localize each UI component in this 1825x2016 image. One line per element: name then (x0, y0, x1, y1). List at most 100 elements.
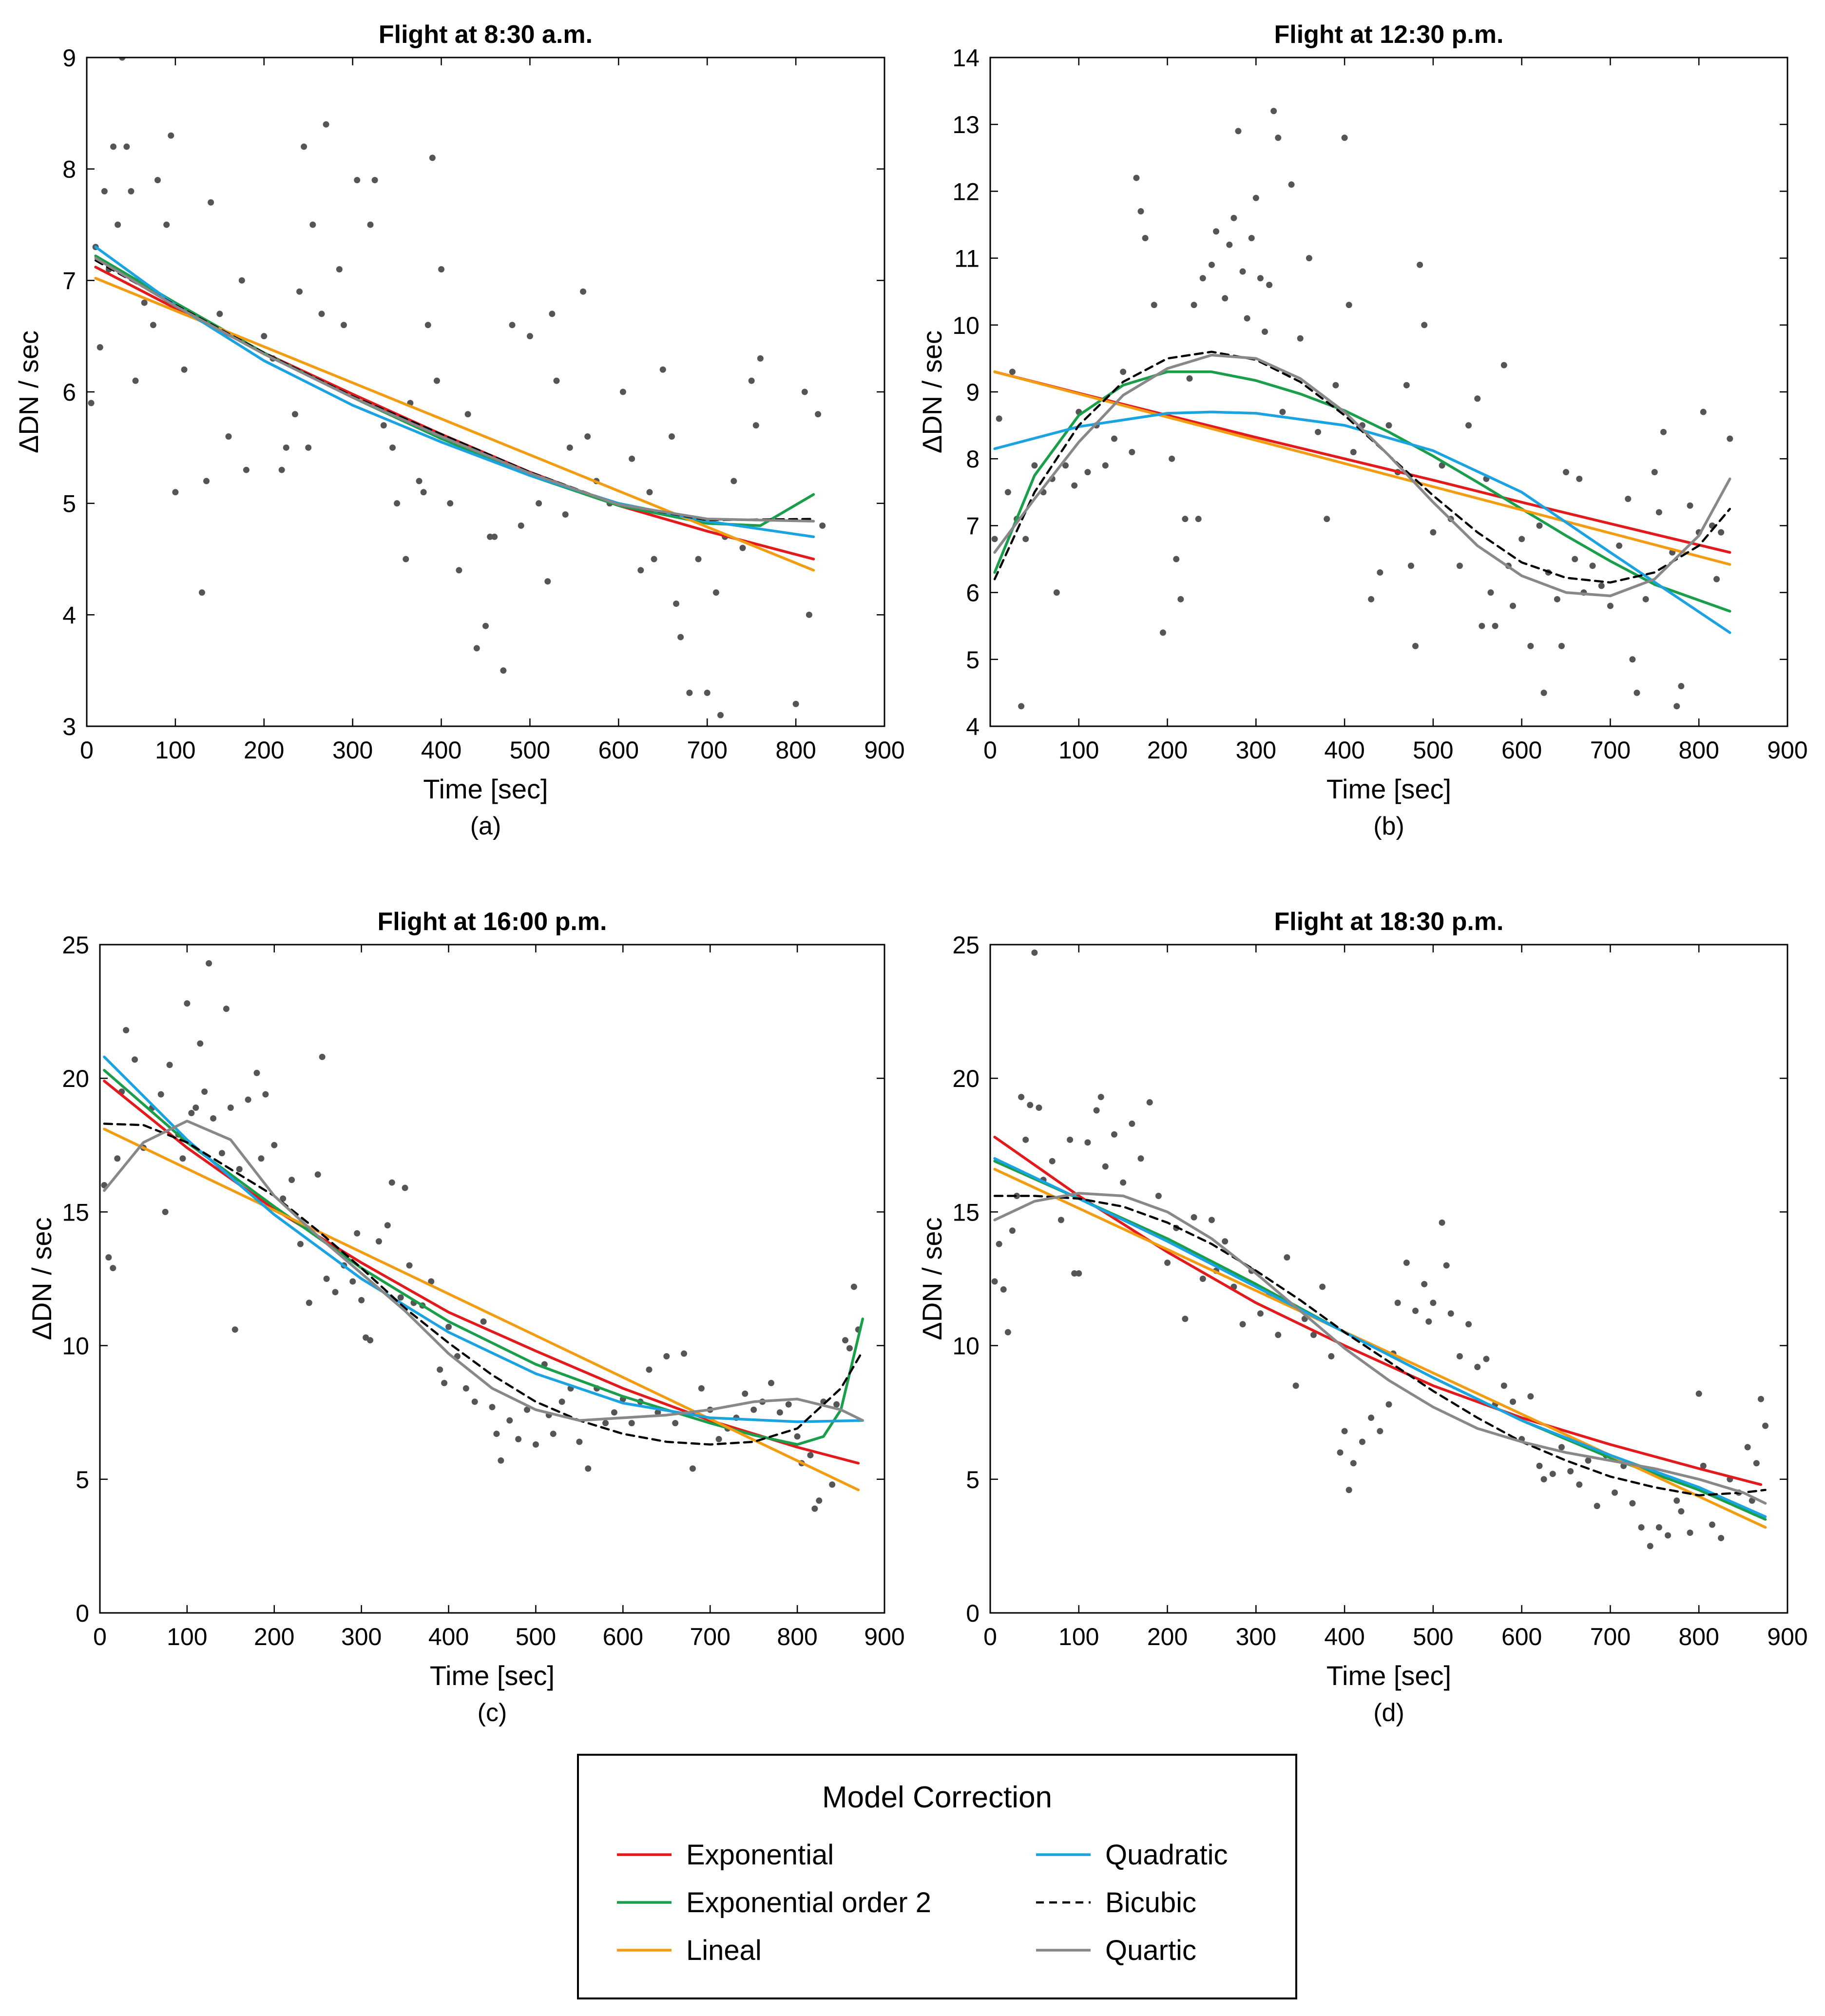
data-point (314, 1171, 321, 1178)
data-point (1403, 1260, 1410, 1266)
data-point (166, 1062, 173, 1068)
y-tick-label: 15 (952, 1199, 980, 1226)
data-point (1540, 1476, 1547, 1483)
data-point (1700, 1462, 1707, 1469)
y-tick-label: 25 (952, 931, 980, 959)
data-point (1607, 602, 1614, 609)
data-point (1004, 1329, 1011, 1336)
data-point (1678, 683, 1685, 690)
data-point (506, 1417, 513, 1424)
data-point (584, 433, 591, 440)
data-point (1102, 462, 1109, 469)
data-point (424, 322, 431, 329)
series-line-exponential (993, 1136, 1763, 1486)
data-point (493, 1431, 500, 1437)
data-point (576, 1438, 583, 1445)
data-point (280, 1195, 287, 1202)
data-point (192, 1105, 199, 1111)
data-point (1594, 1503, 1600, 1510)
data-point (1443, 1262, 1450, 1269)
data-point (1297, 335, 1304, 342)
data-point (1377, 569, 1383, 576)
data-point (1350, 1460, 1357, 1467)
y-axis-label: ΔDN / sec (917, 1217, 947, 1340)
data-point (677, 634, 684, 640)
data-point (562, 511, 569, 518)
x-tick-label: 400 (1324, 1623, 1364, 1650)
data-point (323, 1276, 330, 1282)
data-point (532, 1441, 539, 1448)
series-line-quartic (993, 353, 1731, 598)
data-point (218, 1150, 225, 1157)
x-tick-label: 0 (80, 737, 94, 764)
data-point (305, 444, 312, 451)
data-point (681, 1350, 688, 1357)
data-point (1536, 522, 1543, 529)
data-point (996, 415, 1002, 422)
data-point (223, 1006, 230, 1012)
data-point (1191, 1214, 1197, 1221)
data-point (1456, 562, 1463, 569)
x-tick-label: 900 (864, 737, 904, 764)
data-point (1084, 469, 1091, 476)
series-line-bicubic (103, 1123, 864, 1446)
data-point (1270, 108, 1277, 115)
data-point (101, 188, 108, 194)
data-point (1647, 1543, 1653, 1550)
legend-label: Bicubic (1105, 1887, 1196, 1919)
y-tick-label: 15 (62, 1199, 89, 1226)
data-point (297, 1241, 304, 1247)
data-point (1111, 435, 1117, 442)
data-point (336, 266, 343, 272)
data-point (1655, 509, 1662, 516)
plot-area (100, 945, 884, 1613)
data-point (1439, 462, 1445, 469)
data-point (518, 522, 524, 529)
y-tick-label: 5 (966, 1466, 980, 1493)
data-point (1417, 261, 1423, 268)
data-point (1195, 516, 1202, 523)
data-point (580, 288, 587, 295)
data-point (1474, 395, 1481, 402)
data-point (371, 177, 378, 184)
y-tick-label: 9 (62, 44, 76, 72)
data-point (1279, 408, 1286, 415)
data-point (1155, 1192, 1162, 1199)
data-point (1328, 1353, 1335, 1360)
data-point (88, 400, 95, 407)
data-point (1235, 128, 1242, 135)
data-point (487, 533, 494, 540)
data-point (1018, 703, 1025, 710)
x-tick-label: 100 (1058, 737, 1099, 764)
data-point (1558, 642, 1565, 649)
x-tick-label: 500 (1413, 1623, 1453, 1650)
plot-area (87, 58, 884, 726)
x-tick-label: 600 (598, 737, 639, 764)
y-axis-label: ΔDN / sec (26, 1217, 57, 1340)
data-point (1306, 255, 1312, 262)
data-point (1633, 689, 1640, 696)
x-tick-label: 400 (1324, 737, 1364, 764)
x-tick-label: 100 (167, 1623, 207, 1650)
data-point (1345, 302, 1352, 309)
data-point (323, 121, 329, 128)
data-point (1345, 1487, 1352, 1493)
x-axis-label: Time [sec] (430, 1660, 555, 1691)
x-tick-label: 800 (777, 1623, 817, 1650)
data-point (1368, 596, 1375, 602)
data-point (1159, 629, 1166, 636)
data-point (354, 177, 361, 184)
data-point (1022, 536, 1029, 543)
data-point (1151, 302, 1157, 309)
data-point (1500, 1382, 1507, 1389)
data-point (846, 1345, 853, 1352)
data-point (1057, 1217, 1064, 1223)
data-point (1421, 1280, 1428, 1287)
data-point (262, 1091, 269, 1098)
data-point (1642, 596, 1649, 602)
series-line-quadratic (993, 1157, 1767, 1518)
y-tick-label: 0 (966, 1600, 980, 1627)
data-point (1412, 642, 1419, 649)
y-tick-label: 5 (76, 1466, 89, 1493)
data-point (1146, 1099, 1153, 1106)
